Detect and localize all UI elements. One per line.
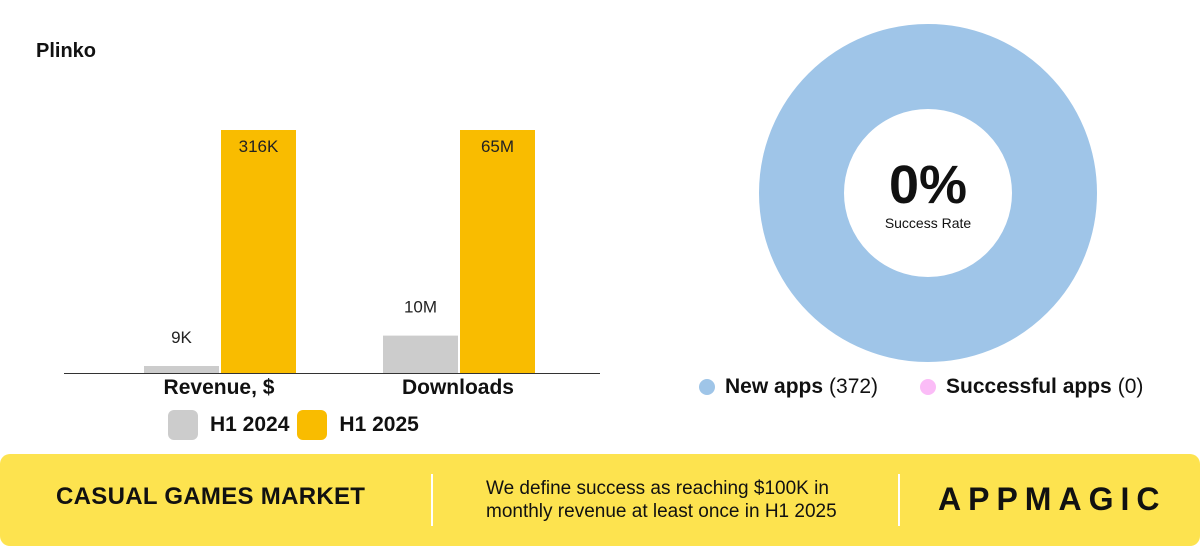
bar-label-h1-2024-revenue: 9K [171,328,192,347]
chart-title: Plinko [36,40,97,62]
footer-title: CASUAL GAMES MARKET [56,483,366,510]
legend-count-new-apps: (372) [829,375,879,398]
legend-label-h1-2025: H1 2025 [339,413,419,436]
bar-chart: 9K 316K Revenue, $ 10M 65M Downloads [64,130,600,399]
legend-item-h1-2025: H1 2025 [297,410,419,440]
legend-swatch-h1-2025 [297,410,328,440]
appmagic-logo: APPMAGIC [938,481,1167,517]
legend-item-h1-2024: H1 2024 [168,410,289,440]
legend-label-new-apps: New apps [725,375,824,398]
success-rate-label: Success Rate [884,215,972,231]
bar-h1-2025-downloads [460,130,535,373]
bar-h1-2024-downloads [383,335,458,373]
bar-label-h1-2025-downloads: 65M [481,137,514,156]
legend-label-h1-2024: H1 2024 [210,413,290,436]
legend-label-successful-apps: Successful apps [946,375,1112,398]
footer-description: We define success as reaching $100K in m… [486,478,837,522]
bar-label-h1-2024-downloads: 10M [404,298,437,317]
category-label-revenue: Revenue, $ [164,376,275,399]
footer-divider-right [898,474,900,526]
legend-swatch-h1-2024 [168,410,198,440]
donut-legend-new-apps: New apps (372) [699,375,878,399]
category-label-downloads: Downloads [402,376,514,399]
footer-banner: CASUAL GAMES MARKET We define success as… [0,454,1200,546]
bar-chart-legend: H1 2024 H1 2025 [168,410,427,440]
legend-dot-new-apps [699,379,715,395]
success-rate-value: 0% [888,155,968,215]
donut-chart [759,24,1097,362]
bar-h1-2025-revenue [221,130,296,373]
footer-divider-left [431,474,433,526]
bar-label-h1-2025-revenue: 316K [239,137,279,156]
donut-slice-new-apps [759,24,1097,362]
legend-count-successful-apps: (0) [1117,375,1144,398]
bar-h1-2024-revenue [144,366,219,373]
donut-legend-successful-apps: Successful apps (0) [920,375,1143,399]
legend-dot-successful-apps [920,379,936,395]
